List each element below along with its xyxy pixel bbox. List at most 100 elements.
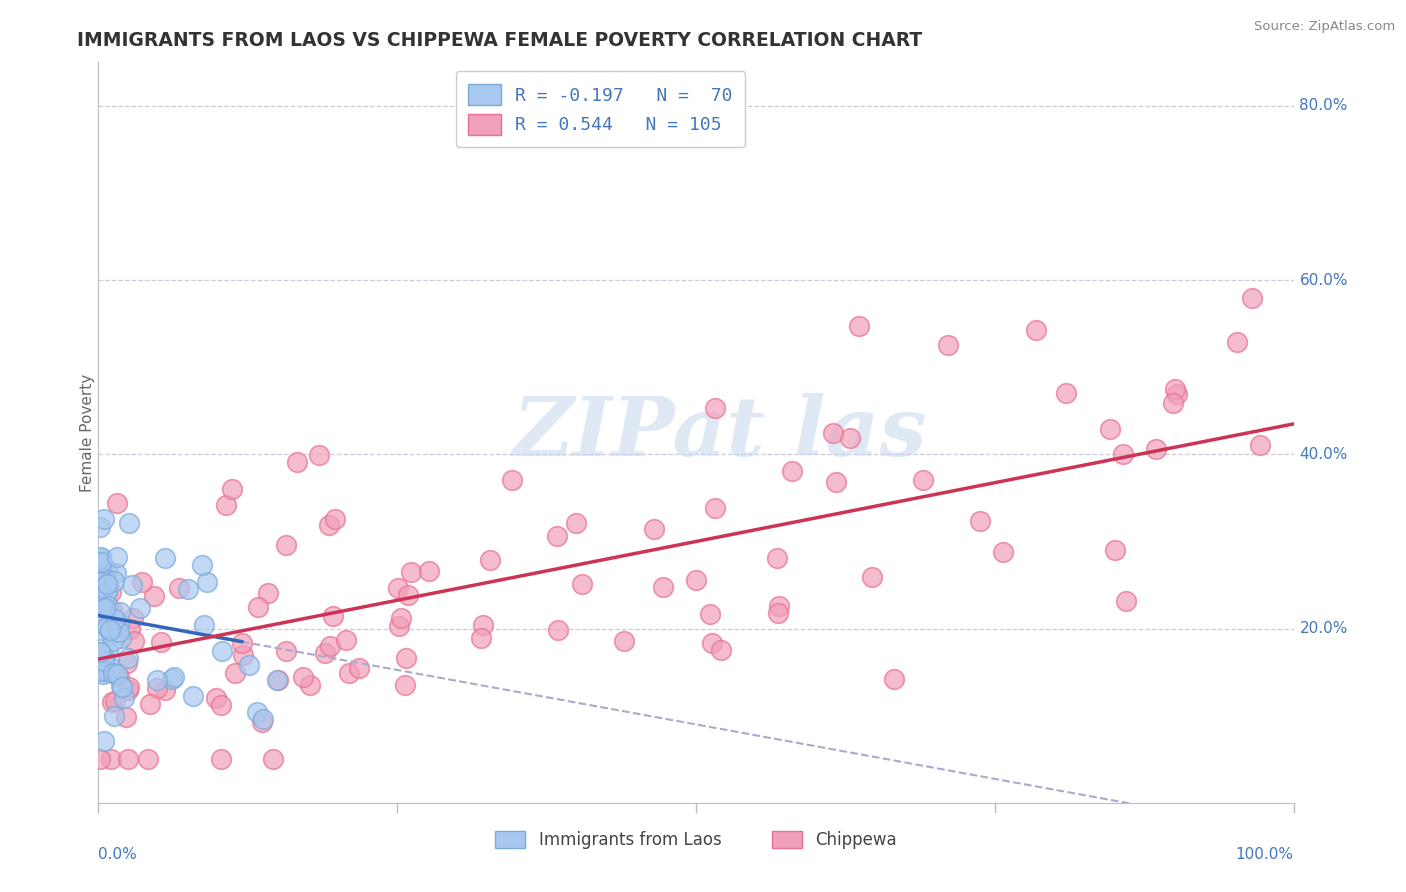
Point	[108, 670, 131, 684]
Point	[643, 522, 665, 536]
Point	[93, 734, 115, 748]
Point	[96, 615, 118, 630]
Point	[100, 584, 122, 599]
Point	[1163, 382, 1185, 396]
Point	[262, 752, 284, 766]
Point	[89, 615, 111, 629]
Point	[121, 577, 143, 591]
Point	[93, 654, 115, 668]
Point	[91, 591, 114, 606]
Point	[252, 713, 274, 727]
Point	[1240, 291, 1263, 305]
Point	[108, 624, 131, 639]
Point	[565, 516, 588, 530]
Point	[96, 563, 118, 577]
Text: 80.0%: 80.0%	[1299, 98, 1348, 113]
Text: IMMIGRANTS FROM LAOS VS CHIPPEWA FEMALE POVERTY CORRELATION CHART: IMMIGRANTS FROM LAOS VS CHIPPEWA FEMALE …	[77, 31, 922, 50]
Point	[231, 636, 253, 650]
Point	[108, 617, 131, 632]
Point	[128, 601, 150, 615]
Point	[1115, 594, 1137, 608]
Point	[138, 697, 160, 711]
Point	[969, 514, 991, 528]
Point	[176, 582, 198, 596]
Point	[387, 581, 409, 595]
Point	[91, 598, 114, 612]
Point	[347, 661, 370, 675]
Point	[100, 752, 122, 766]
Point	[395, 650, 418, 665]
Point	[90, 555, 112, 569]
Point	[232, 648, 254, 662]
Point	[104, 566, 127, 581]
Point	[136, 752, 159, 766]
Point	[146, 681, 169, 695]
Point	[191, 558, 214, 573]
Point	[143, 589, 166, 603]
Point	[89, 570, 111, 584]
Point	[1226, 335, 1249, 350]
Point	[209, 752, 232, 766]
Point	[287, 455, 309, 469]
Point	[860, 570, 883, 584]
Point	[221, 483, 243, 497]
Point	[318, 517, 340, 532]
Point	[167, 581, 190, 595]
Point	[103, 709, 125, 723]
Point	[1249, 438, 1271, 452]
Point	[782, 464, 804, 478]
Point	[246, 705, 269, 719]
Point	[848, 319, 870, 334]
Point	[96, 585, 118, 599]
Point	[118, 680, 141, 694]
Text: 40.0%: 40.0%	[1299, 447, 1348, 462]
Point	[314, 646, 336, 660]
Point	[115, 709, 138, 723]
Point	[96, 665, 118, 679]
Point	[93, 571, 115, 585]
Point	[91, 666, 114, 681]
Point	[90, 574, 112, 589]
Point	[96, 583, 118, 598]
Point	[209, 698, 232, 712]
Point	[103, 612, 125, 626]
Point	[710, 642, 733, 657]
Point	[195, 574, 218, 589]
Point	[292, 670, 315, 684]
Point	[98, 623, 121, 637]
Legend: Immigrants from Laos, Chippewa: Immigrants from Laos, Chippewa	[486, 822, 905, 857]
Point	[110, 606, 132, 620]
Point	[103, 574, 125, 588]
Point	[993, 545, 1015, 559]
Point	[418, 564, 440, 578]
Point	[117, 651, 139, 665]
Point	[308, 449, 330, 463]
Point	[96, 577, 118, 591]
Text: 60.0%: 60.0%	[1299, 273, 1348, 288]
Point	[247, 600, 270, 615]
Point	[546, 529, 568, 543]
Point	[322, 609, 344, 624]
Point	[100, 628, 122, 642]
Text: ZIPat las: ZIPat las	[513, 392, 927, 473]
Point	[121, 611, 143, 625]
Point	[105, 550, 128, 565]
Point	[274, 538, 297, 552]
Point	[193, 617, 215, 632]
Point	[396, 588, 419, 602]
Point	[298, 678, 321, 692]
Point	[1166, 387, 1188, 401]
Point	[97, 599, 120, 613]
Point	[224, 666, 246, 681]
Point	[108, 616, 131, 631]
Point	[112, 690, 135, 705]
Point	[89, 520, 111, 534]
Point	[912, 473, 935, 487]
Point	[115, 657, 138, 671]
Point	[89, 551, 111, 566]
Point	[257, 586, 280, 600]
Point	[883, 672, 905, 686]
Point	[111, 680, 134, 694]
Point	[215, 498, 238, 512]
Point	[93, 512, 115, 526]
